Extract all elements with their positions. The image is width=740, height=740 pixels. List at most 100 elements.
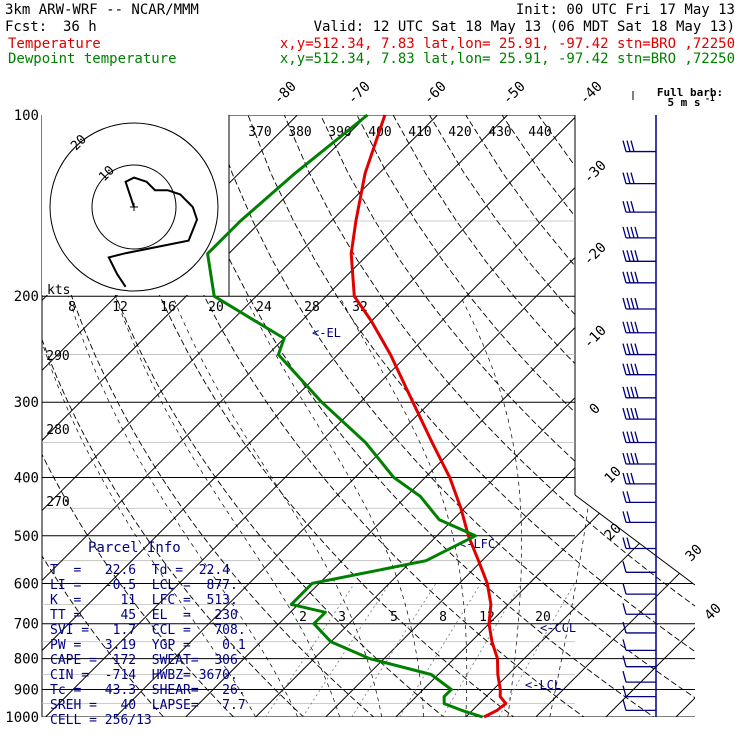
isotherm-line [42, 115, 368, 717]
barb-legend-line2: 5 m s [667, 96, 700, 109]
temperature-trace [349, 114, 508, 719]
hodograph-speed-tick: 8 [68, 300, 76, 315]
wind-barb-flag [622, 699, 627, 711]
wind-barb [622, 321, 656, 334]
dry-adiabat-line [646, 115, 695, 717]
wind-barb-flag [634, 271, 639, 283]
dry-adiabat-line [66, 115, 460, 717]
wind-barb [622, 582, 656, 595]
wind-barb-flag [626, 363, 631, 375]
wind-barb-flag [622, 537, 627, 549]
wind-barb-flag [626, 452, 631, 465]
model-title: 3km ARW-WRF -- NCAR/MMM [5, 2, 199, 18]
wind-barb [622, 511, 656, 524]
wind-barb [622, 561, 656, 573]
wind-barb [622, 200, 656, 213]
hodograph-speed-tick: 12 [112, 300, 128, 315]
wind-barb-flag [622, 172, 627, 184]
hodograph-speed-tick: 28 [304, 300, 320, 315]
wind-barb-flag [622, 452, 627, 465]
dry-adiabat-line [42, 115, 247, 717]
wind-barb [622, 431, 656, 444]
isotherm-tick-label: 30 [683, 542, 706, 565]
legend-temperature-info: x,y=512.34, 7.83 lat,lon= 25.91, -97.42 … [280, 36, 735, 52]
isotherm-tick-label: -80 [271, 79, 300, 108]
mixing-ratio-line [256, 583, 355, 717]
hodograph-ring-10 [91, 164, 177, 250]
wind-barb-flag [634, 321, 639, 333]
pressure-tick-label: 100 [14, 108, 39, 124]
wind-barb [622, 363, 656, 376]
dry-adiabat-line [247, 115, 695, 717]
pressure-tick-label: 600 [14, 576, 39, 592]
wind-barb-flag [622, 200, 627, 213]
wind-barb-flag [622, 655, 627, 667]
level-marker-label: <-CCL [540, 621, 576, 635]
wind-barb [622, 472, 656, 485]
init-time: Init: 00 UTC Fri 17 May 13 [516, 2, 735, 18]
wind-barb-flag [622, 582, 627, 595]
wind-barb-flag [634, 431, 639, 443]
wind-barb-flag [622, 386, 627, 399]
wind-barb-flag [630, 172, 635, 184]
wind-barb [622, 621, 656, 634]
wind-barb-flag [622, 603, 627, 615]
pressure-tick-label: 700 [14, 617, 39, 633]
wind-barb [622, 452, 656, 465]
parcel-info-row: SVI = 1.7 CCL = 708. [50, 623, 246, 638]
dry-adiabat-line [138, 115, 602, 717]
forecast-hours: 36 h [63, 19, 97, 35]
isotherm-tick-label: -50 [500, 79, 529, 108]
wind-barb-flag [634, 297, 639, 310]
dry-adiabat-label: 290 [46, 349, 69, 364]
isotherm-tick-label: -10 [581, 323, 610, 352]
wind-barb-flag [630, 343, 635, 355]
wind-barb-flag [634, 386, 639, 399]
wind-barb-flag [630, 363, 635, 375]
wind-barb [622, 271, 656, 284]
isotherm-line [675, 115, 695, 717]
wind-barb-flag [626, 321, 631, 333]
mixing-ratio-line [343, 583, 437, 717]
parcel-info-row: LI = -0.5 LCL = 877. [50, 578, 238, 593]
corner-diagonal [574, 494, 696, 586]
isotherm-line [395, 115, 695, 717]
legend-temperature: Temperature [8, 36, 101, 52]
wind-barb-flag [630, 386, 635, 399]
theta-tick-label: 420 [448, 125, 471, 140]
legend-dewpoint-info: x,y=512.34, 7.83 lat,lon= 25.91, -97.42 … [280, 51, 735, 67]
isotherm-tick-label: 0 [587, 401, 604, 418]
wind-barb-flag [622, 685, 627, 697]
wind-barb [622, 699, 656, 712]
wind-barb [622, 140, 656, 153]
wind-barb-flag [622, 271, 627, 283]
dry-adiabat-line [465, 115, 695, 717]
dry-adiabat-line [283, 115, 695, 717]
wind-barb-flag [634, 343, 639, 355]
wind-barb-flag [622, 472, 627, 485]
wind-barb-flag [626, 511, 631, 523]
dry-adiabat-line [42, 115, 389, 717]
wind-barb [622, 685, 656, 698]
barb-legend-line1: Full barb: [657, 86, 723, 99]
wind-barb-flag [626, 297, 631, 310]
wind-barb-flag [630, 250, 635, 262]
hodograph-unit-label: kts [47, 283, 70, 298]
isotherm-line [45, 115, 648, 717]
wind-barb-flag [626, 271, 631, 283]
moist-adiabat-line [460, 296, 522, 717]
dry-adiabat-line [320, 115, 695, 717]
wind-barb [622, 172, 656, 185]
mixing-ratio-label: 8 [439, 610, 447, 625]
wind-barb-flag [622, 363, 627, 375]
wind-barb-flag [626, 140, 631, 152]
wind-barb-flag [622, 343, 627, 355]
isotherm-tick-label: -30 [581, 158, 610, 187]
wind-barb-column [622, 115, 657, 717]
wind-barb-flag [622, 639, 627, 651]
hodograph-trace [107, 176, 199, 288]
mixing-ratio-label: 12 [479, 610, 495, 625]
wind-barb-flag [626, 386, 631, 399]
isotherm-tick-label: 20 [602, 521, 625, 544]
